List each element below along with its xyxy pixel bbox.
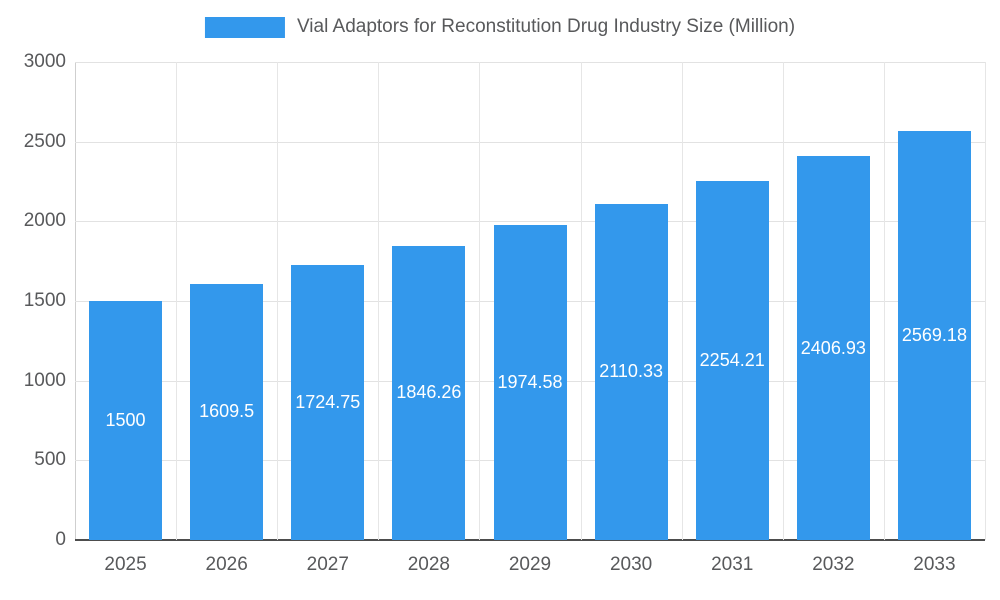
x-tick-label: 2025	[104, 554, 147, 575]
bar-value-label: 2110.33	[599, 361, 663, 382]
y-tick-label: 2000	[23, 210, 66, 232]
legend-swatch-icon	[204, 16, 285, 38]
gridline-horizontal	[75, 141, 985, 143]
y-tick-label: 3000	[23, 51, 66, 72]
bar-value-label: 1500	[105, 410, 146, 430]
bar-2030: 2110.33	[594, 203, 668, 540]
bar-2032: 2406.93	[796, 156, 870, 540]
gridline-vertical	[378, 62, 380, 540]
x-tick-label: 2029	[508, 554, 552, 575]
y-tick-label: 1000	[23, 369, 66, 391]
bar-2028: 1846.26	[392, 245, 466, 540]
gridline-vertical	[985, 62, 986, 540]
x-tick-label: 2030	[609, 554, 653, 575]
bar-2026: 1609.5	[190, 283, 264, 540]
gridline-vertical	[176, 62, 178, 540]
y-tick-label: 0	[55, 529, 66, 550]
bar-2029: 1974.58	[493, 225, 567, 540]
y-tick-label: 1500	[23, 290, 66, 311]
bar-value-label: 1846.26	[396, 382, 462, 403]
chart-title: Vial Adaptors for Reconstitution Drug In…	[296, 16, 796, 37]
gridline-vertical	[883, 62, 885, 540]
gridline-vertical	[782, 62, 784, 540]
x-axis-line	[75, 539, 985, 541]
bar-2027: 1724.75	[291, 265, 365, 540]
x-tick-label: 2026	[205, 554, 248, 575]
gridline-vertical	[479, 62, 481, 540]
bar-2033: 2569.18	[897, 130, 971, 540]
bar-value-label: 2254.21	[699, 349, 765, 370]
x-tick-label: 2028	[407, 554, 451, 575]
plot-area: 1500 1609.5 1724.75 1846.26 1974.58 2110.33 22…	[75, 62, 986, 541]
y-tick-label: 500	[34, 449, 66, 471]
y-tick-label: 2500	[23, 130, 66, 152]
chart-legend[interactable]: Vial Adaptors for Reconstitution Drug In…	[204, 16, 796, 38]
x-tick-label: 2031	[711, 554, 754, 575]
bar-value-label: 1974.58	[497, 372, 563, 393]
x-tick-label: 2032	[812, 554, 855, 575]
bar-value-label: 1609.5	[199, 401, 255, 422]
bar-value-label: 1724.75	[295, 392, 361, 413]
bar-2031: 2254.21	[695, 180, 769, 540]
gridline-horizontal	[75, 62, 985, 63]
gridline-vertical	[681, 62, 683, 540]
gridline-horizontal	[75, 221, 985, 223]
bar-2025: 1500	[89, 301, 163, 540]
bar-value-label: 2569.18	[901, 324, 967, 345]
gridline-vertical	[580, 62, 582, 540]
x-tick-label: 2033	[913, 554, 956, 575]
gridline-vertical	[277, 62, 279, 540]
bar-value-label: 2406.93	[800, 337, 866, 358]
x-tick-label: 2027	[306, 554, 349, 575]
